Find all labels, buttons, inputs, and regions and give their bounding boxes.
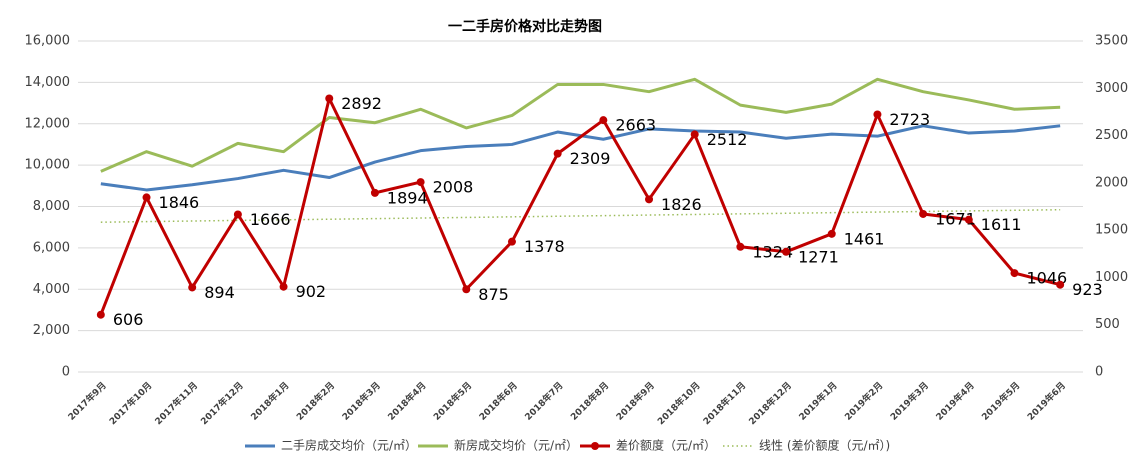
trendline [100, 208, 1061, 223]
x-tick-label: 2018年10月 [655, 379, 703, 427]
x-tick-label: 2017年11月 [152, 379, 200, 427]
y-tick-label: 8,000 [33, 199, 70, 214]
y-tick-label: 12,000 [25, 116, 71, 131]
data-point [645, 195, 654, 204]
y2-tick-label: 3000 [1095, 81, 1128, 96]
y2-tick-label: 500 [1095, 317, 1120, 332]
data-point [782, 247, 791, 256]
series-line [100, 77, 1061, 173]
y-tick-label: 10,000 [25, 158, 71, 173]
data-point [142, 193, 151, 202]
data-label: 2723 [889, 110, 930, 129]
data-point [919, 209, 928, 218]
data-point [233, 210, 242, 219]
data-point [873, 110, 882, 119]
x-tick-label: 2018年4月 [385, 379, 428, 422]
x-tick-label: 2019年1月 [796, 379, 839, 422]
data-point [690, 130, 699, 139]
data-point [188, 283, 197, 292]
y-tick-label: 2,000 [33, 323, 70, 338]
data-point [462, 285, 471, 294]
legend-marker [591, 442, 599, 450]
x-tick-label: 2018年5月 [431, 379, 474, 422]
x-tick-label: 2017年12月 [198, 379, 246, 427]
data-point [279, 282, 288, 291]
y2-tick-label: 3500 [1095, 34, 1128, 49]
y2-tick-label: 1000 [1095, 270, 1128, 285]
data-label: 1324 [752, 242, 793, 261]
x-tick-label: 2019年6月 [1025, 379, 1068, 422]
data-point [370, 188, 379, 197]
chart-title: 一二手房价格对比走势图 [448, 18, 602, 35]
data-label: 1666 [250, 210, 291, 229]
data-label: 1826 [661, 195, 702, 214]
legend-label: 差价额度（元/㎡） [616, 438, 716, 453]
data-label: 923 [1072, 280, 1103, 299]
data-point [964, 215, 973, 224]
data-label: 1461 [844, 229, 885, 248]
y2-tick-label: 2500 [1095, 128, 1128, 143]
data-label: 1894 [387, 188, 428, 207]
legend-label: 线性 (差价额度（元/㎡）) [759, 438, 890, 453]
x-tick-label: 2019年3月 [888, 379, 931, 422]
y-tick-label: 4,000 [33, 282, 70, 297]
x-tick-label: 2017年9月 [65, 379, 108, 422]
data-label: 1846 [159, 193, 200, 212]
y-tick-label: 6,000 [33, 240, 70, 255]
data-point [599, 116, 608, 125]
legend-label: 新房成交均价（元/㎡） [454, 438, 578, 453]
data-label: 894 [204, 283, 235, 302]
y-tick-label: 0 [62, 365, 70, 380]
x-tick-label: 2019年5月 [979, 379, 1022, 422]
x-tick-label: 2018年7月 [522, 379, 565, 422]
legend-label: 二手房成交均价（元/㎡） [281, 438, 417, 453]
y2-tick-label: 0 [1095, 365, 1103, 380]
data-label: 2663 [615, 116, 656, 135]
y-tick-label: 14,000 [25, 75, 71, 90]
data-label: 2008 [433, 178, 474, 197]
data-label: 902 [296, 282, 327, 301]
data-label: 1671 [935, 209, 976, 228]
data-point [553, 149, 562, 158]
data-label: 1611 [981, 215, 1022, 234]
data-label: 1378 [524, 237, 565, 256]
data-label: 2892 [341, 94, 382, 113]
data-point [1010, 269, 1019, 278]
series-line [99, 96, 1061, 316]
x-tick-label: 2018年2月 [294, 379, 337, 422]
x-tick-label: 2018年9月 [614, 379, 657, 422]
x-tick-label: 2018年6月 [477, 379, 520, 422]
x-tick-label: 2018年8月 [568, 379, 611, 422]
x-tick-label: 2019年2月 [842, 379, 885, 422]
data-label: 875 [478, 285, 509, 304]
data-point [827, 229, 836, 238]
x-tick-label: 2018年11月 [700, 379, 748, 427]
data-label: 2309 [570, 149, 611, 168]
y2-tick-label: 1500 [1095, 223, 1128, 238]
y-tick-label: 16,000 [25, 34, 71, 49]
x-tick-label: 2018年1月 [248, 379, 291, 422]
x-tick-label: 2017年10月 [107, 379, 155, 427]
data-label: 606 [113, 310, 144, 329]
data-point [416, 178, 425, 187]
data-label: 2512 [707, 130, 748, 149]
data-point [325, 94, 334, 103]
x-tick-label: 2018年12月 [746, 379, 794, 427]
data-point [1056, 280, 1065, 289]
x-tick-label: 2018年3月 [339, 379, 382, 422]
y2-tick-label: 2000 [1095, 175, 1128, 190]
data-label: 1271 [798, 247, 839, 266]
data-point [96, 310, 105, 319]
data-point [507, 237, 516, 246]
x-tick-label: 2019年4月 [933, 379, 976, 422]
data-point [736, 242, 745, 251]
